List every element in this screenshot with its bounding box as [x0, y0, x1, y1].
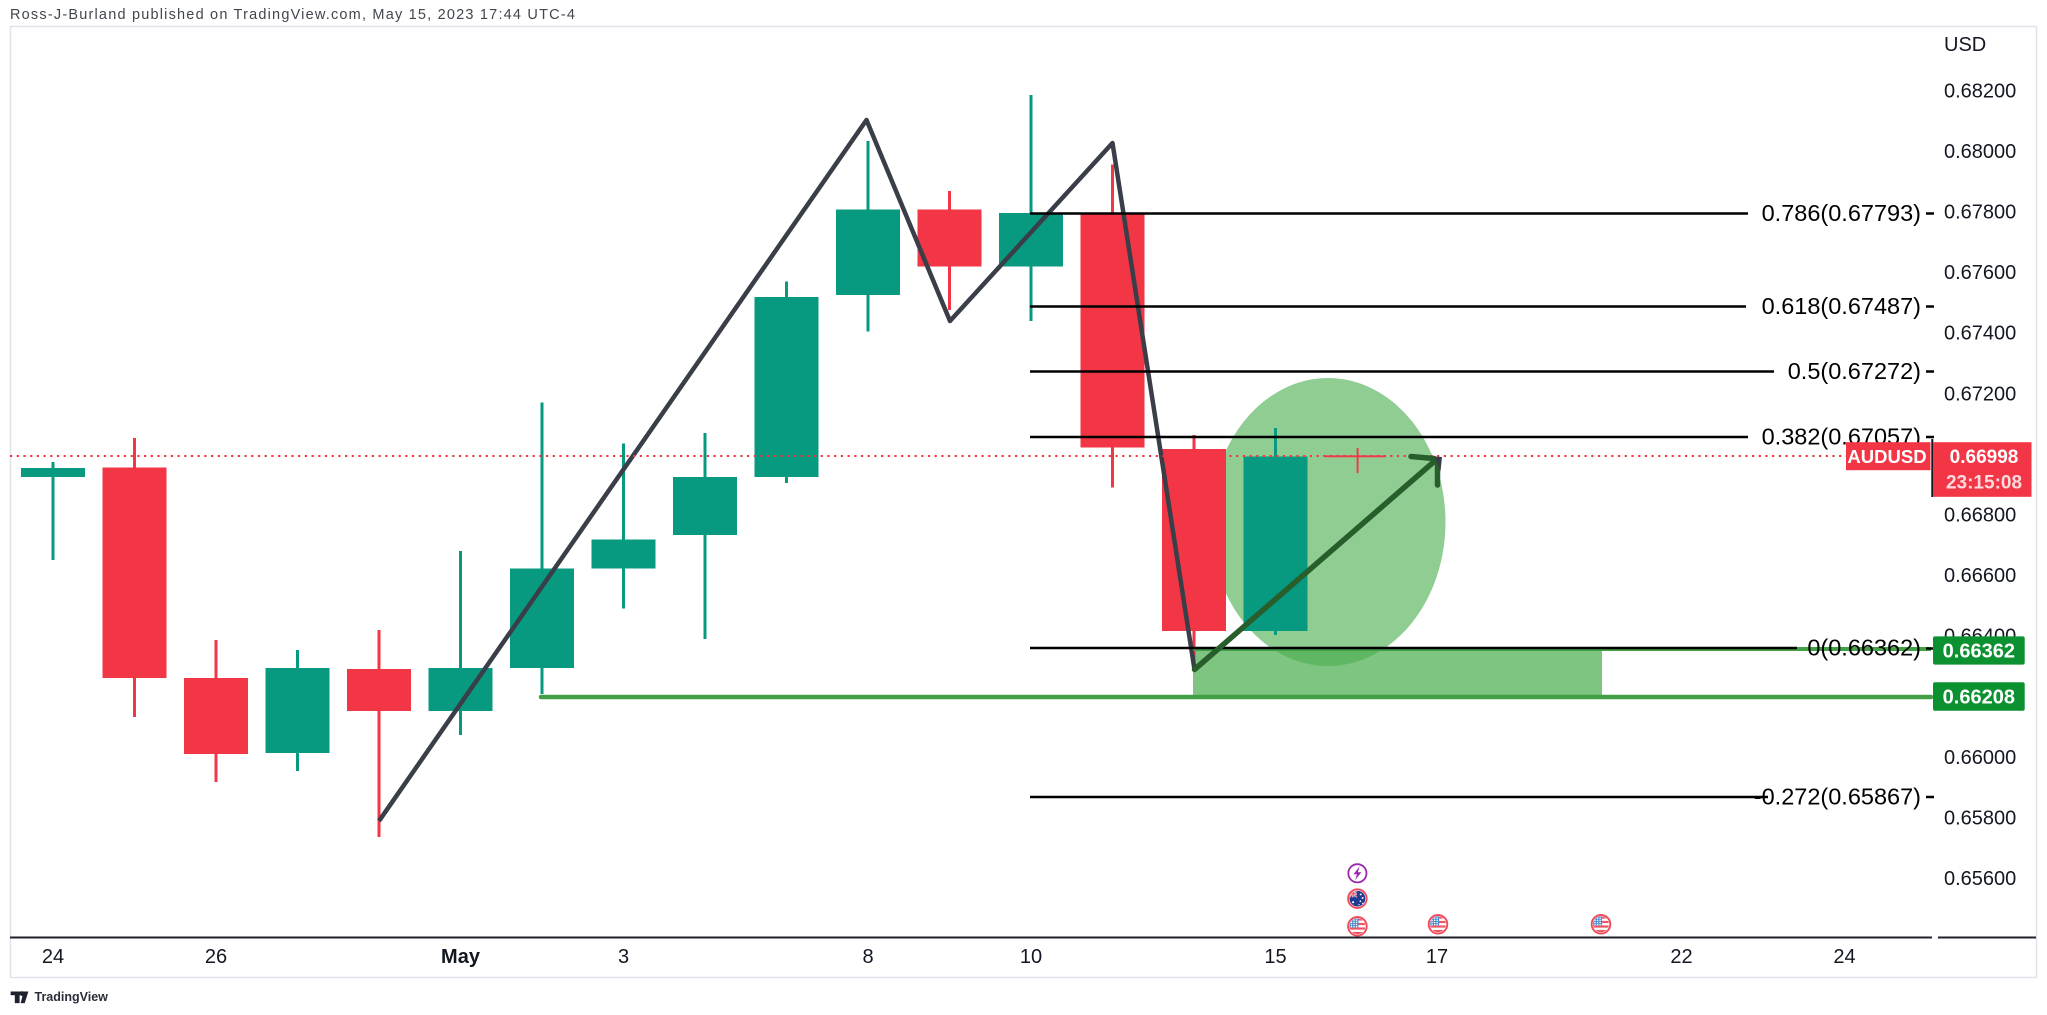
- svg-text:0.68000: 0.68000: [1944, 141, 2016, 163]
- svg-text:USD: USD: [1944, 34, 1986, 56]
- svg-text:10: 10: [1020, 946, 1042, 968]
- svg-text:0(0.66362): 0(0.66362): [1807, 635, 1921, 661]
- svg-text:0.66208: 0.66208: [1943, 687, 2015, 709]
- svg-text:0.66998: 0.66998: [1950, 447, 2019, 468]
- svg-text:0.618(0.67487): 0.618(0.67487): [1762, 293, 1921, 319]
- svg-text:May: May: [441, 946, 481, 968]
- svg-text:15: 15: [1264, 946, 1286, 968]
- svg-text:0.65800: 0.65800: [1944, 807, 2016, 829]
- svg-text:23:15:08: 23:15:08: [1946, 473, 2022, 494]
- svg-text:TradingView: TradingView: [35, 990, 109, 1004]
- svg-text:0.68200: 0.68200: [1944, 80, 2016, 102]
- svg-text:AUDUSD: AUDUSD: [1847, 446, 1926, 467]
- svg-text:26: 26: [205, 946, 227, 968]
- svg-text:0.5(0.67272): 0.5(0.67272): [1788, 358, 1921, 384]
- svg-text:8: 8: [862, 946, 873, 968]
- svg-text:24: 24: [42, 946, 64, 968]
- svg-text:0.67200: 0.67200: [1944, 383, 2016, 405]
- svg-text:-0.272(0.65867): -0.272(0.65867): [1754, 784, 1921, 810]
- svg-text:0.66800: 0.66800: [1944, 505, 2016, 527]
- svg-text:0.65600: 0.65600: [1944, 868, 2016, 890]
- svg-text:0.66000: 0.66000: [1944, 747, 2016, 769]
- svg-text:0.67400: 0.67400: [1944, 323, 2016, 345]
- svg-text:3: 3: [618, 946, 629, 968]
- svg-text:0.66600: 0.66600: [1944, 565, 2016, 587]
- svg-text:0.66362: 0.66362: [1943, 641, 2015, 663]
- svg-text:24: 24: [1833, 946, 1855, 968]
- svg-text:0.67800: 0.67800: [1944, 202, 2016, 224]
- svg-text:0.67600: 0.67600: [1944, 262, 2016, 284]
- svg-text:17: 17: [1426, 946, 1448, 968]
- svg-text:0.786(0.67793): 0.786(0.67793): [1762, 200, 1921, 226]
- svg-text:22: 22: [1670, 946, 1692, 968]
- svg-text:Ross-J-Burland published on Tr: Ross-J-Burland published on TradingView.…: [10, 7, 576, 23]
